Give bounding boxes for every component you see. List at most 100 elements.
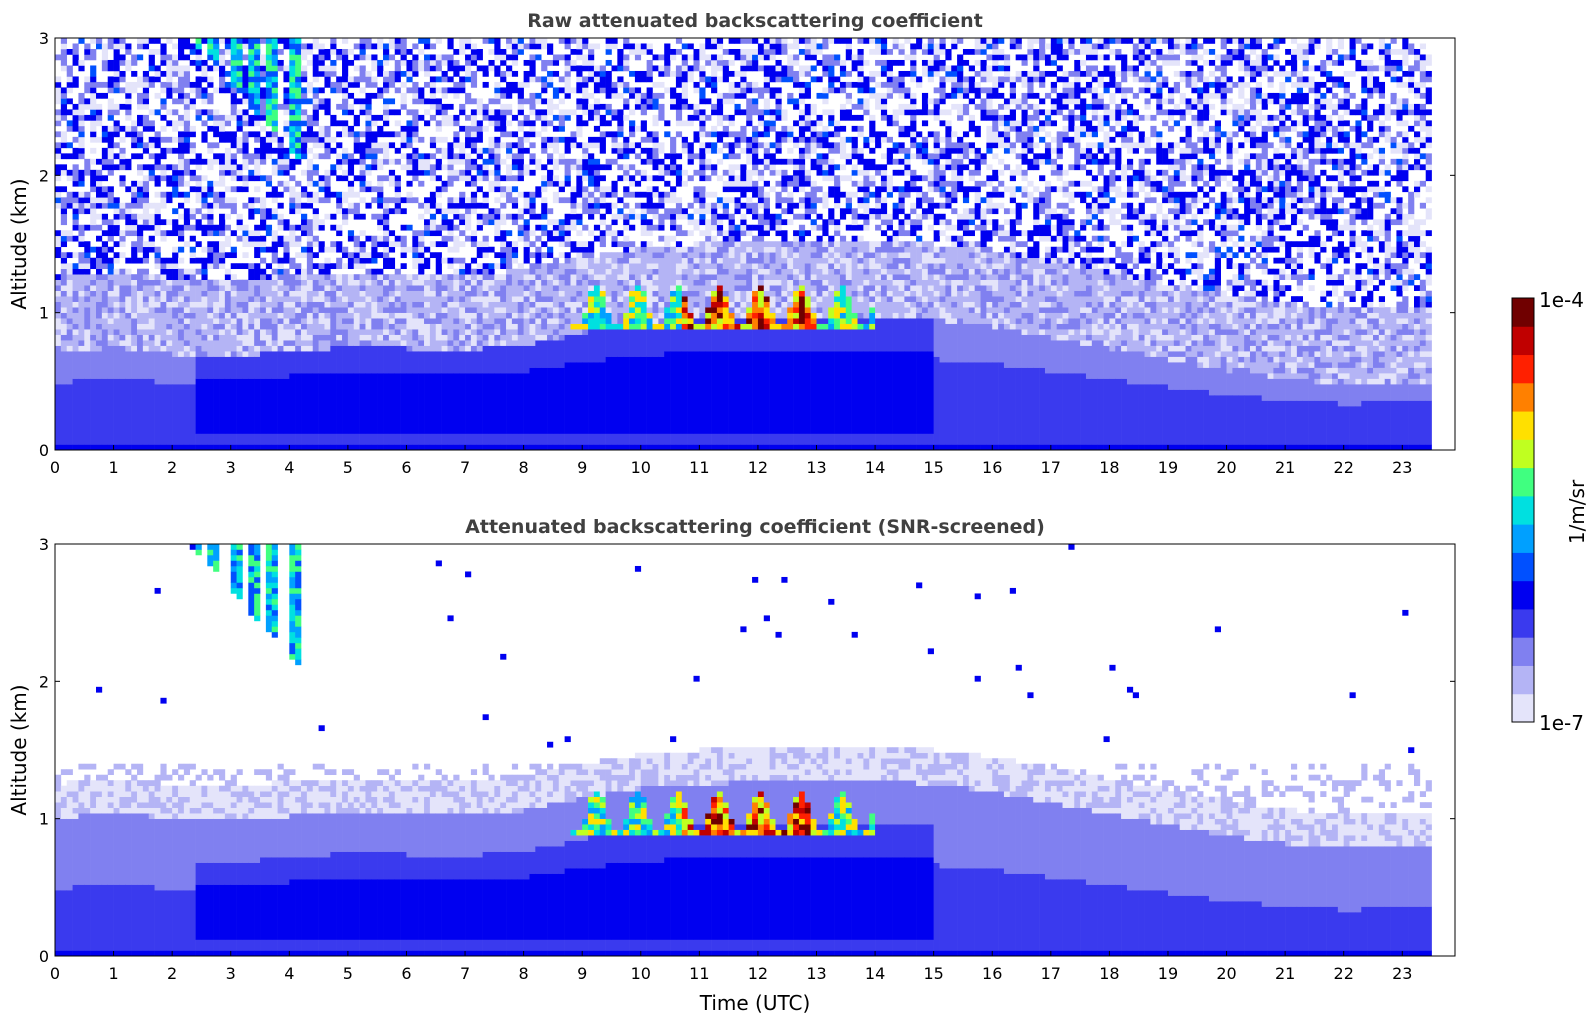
heatmap-cell [816, 268, 823, 281]
heatmap-cell [470, 334, 478, 346]
heatmap-cell [400, 131, 407, 143]
heatmap-cell [96, 213, 103, 220]
heatmap-cell [459, 191, 466, 198]
heatmap-cell [101, 81, 109, 88]
heatmap-cell [394, 433, 401, 445]
heatmap-cell [675, 169, 683, 176]
heatmap-cell [377, 59, 384, 66]
heatmap-cell [406, 274, 413, 280]
heatmap-cell [435, 274, 442, 280]
heatmap-cell [611, 191, 618, 198]
heatmap-cell [875, 169, 882, 176]
heatmap-cell [880, 153, 888, 160]
heatmap-cell [640, 312, 647, 324]
heatmap-cell [470, 114, 478, 127]
heatmap-cell [166, 444, 173, 451]
heatmap-cell [582, 329, 589, 335]
heatmap-cell [781, 76, 788, 83]
heatmap-cell [547, 70, 554, 77]
heatmap-cell [670, 246, 677, 286]
heatmap-cell [763, 301, 770, 308]
heatmap-cell [711, 191, 718, 198]
heatmap-cell [716, 92, 724, 99]
heatmap-cell [892, 202, 899, 209]
heatmap-cell [834, 241, 841, 248]
heatmap-cell [798, 120, 806, 127]
heatmap-cell [101, 202, 109, 209]
heatmap-cell [55, 230, 62, 237]
heatmap-cell [412, 92, 419, 99]
heatmap-cell [675, 164, 683, 171]
heatmap-cell [506, 186, 513, 193]
heatmap-cell [172, 252, 179, 264]
heatmap-cell [482, 263, 489, 270]
heatmap-cell [746, 98, 753, 121]
heatmap-cell [125, 202, 132, 209]
heatmap-cell [470, 268, 478, 275]
heatmap-cell [488, 208, 495, 215]
heatmap-cell [757, 444, 765, 451]
heatmap-cell [394, 285, 401, 291]
heatmap-cell [160, 279, 167, 291]
heatmap-cell [822, 290, 829, 297]
heatmap-cell [383, 235, 390, 242]
heatmap-cell [681, 433, 688, 445]
heatmap-cell [178, 92, 185, 99]
heatmap-cell [277, 136, 284, 143]
heatmap-cell [183, 318, 191, 324]
heatmap-cell [611, 219, 618, 226]
heatmap-cell [277, 235, 284, 248]
heatmap-cell [699, 43, 706, 61]
heatmap-cell [172, 279, 179, 286]
heatmap-cell [646, 274, 653, 280]
heatmap-cell [418, 307, 425, 313]
heatmap-cell [72, 268, 79, 275]
heatmap-cell [529, 197, 536, 204]
heatmap-cell [400, 81, 407, 88]
heatmap-cell [869, 257, 876, 270]
heatmap-cell [834, 186, 841, 204]
heatmap-cell [552, 219, 560, 226]
heatmap-cell [869, 268, 876, 286]
heatmap-cell [564, 263, 571, 270]
heatmap-cell [207, 142, 214, 149]
heatmap-cell [359, 158, 366, 165]
heatmap-cell [605, 307, 612, 313]
heatmap-cell [658, 81, 665, 88]
heatmap-cell [593, 279, 601, 286]
heatmap-cell [804, 81, 811, 88]
heatmap-cell [869, 92, 876, 99]
heatmap-cell [195, 87, 202, 99]
heatmap-cell [459, 125, 466, 132]
heatmap-cell [845, 323, 852, 330]
heatmap-cell [254, 224, 261, 231]
heatmap-cell [740, 219, 747, 226]
heatmap-cell [535, 334, 542, 341]
heatmap-cell [219, 65, 226, 77]
heatmap-cell [875, 241, 882, 248]
heatmap-cell [629, 323, 636, 330]
heatmap-cell [705, 241, 712, 253]
heatmap-cell [652, 158, 659, 171]
heatmap-cell [476, 345, 483, 352]
heatmap-cell [219, 48, 226, 55]
heatmap-cell [101, 274, 109, 280]
heatmap-cell [816, 263, 823, 270]
heatmap-cell [634, 103, 642, 110]
heatmap-cell [828, 263, 835, 270]
heatmap-cell [781, 433, 788, 445]
heatmap-cell [558, 76, 565, 83]
heatmap-cell [318, 98, 325, 105]
heatmap-cell [517, 191, 524, 198]
heatmap-cell [699, 329, 706, 352]
heatmap-cell [804, 444, 811, 451]
heatmap-cell [740, 147, 747, 154]
heatmap-cell [289, 351, 296, 374]
heatmap-cell [570, 191, 577, 204]
heatmap-cell [365, 318, 372, 330]
heatmap-cell [137, 197, 144, 209]
heatmap-cell [547, 307, 554, 313]
heatmap-cell [541, 263, 548, 281]
heatmap-cell [834, 224, 841, 231]
heatmap-cell [839, 81, 847, 88]
